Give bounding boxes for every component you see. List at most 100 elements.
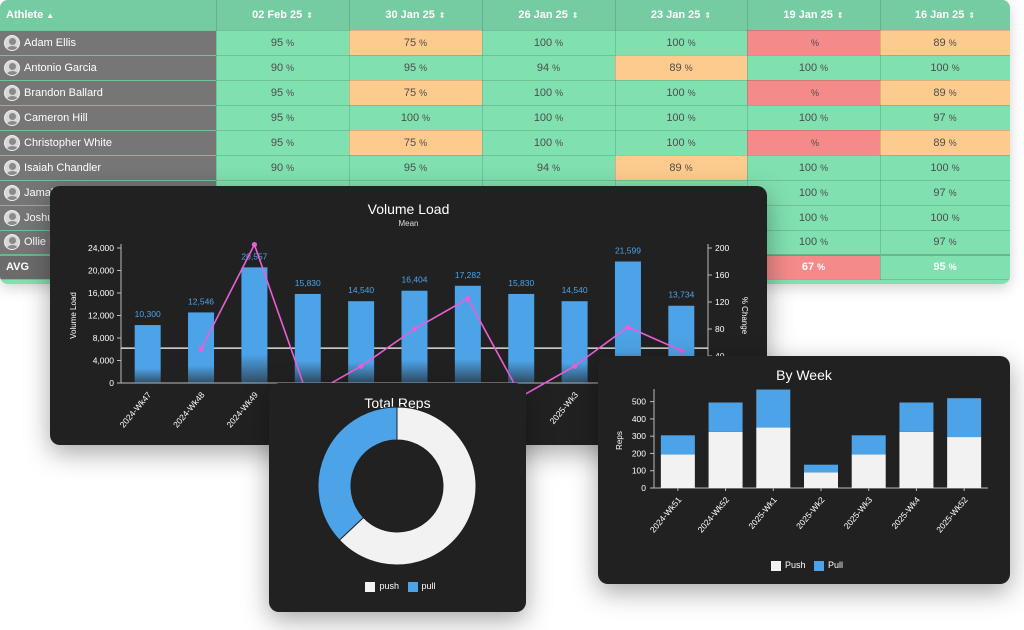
attendance-cell[interactable]: 100% xyxy=(747,105,881,131)
attendance-cell[interactable]: 75% xyxy=(349,130,483,156)
attendance-cell[interactable]: 89% xyxy=(880,30,1010,56)
date-column-header[interactable]: 30 Jan 25 ⇕ xyxy=(349,0,483,31)
athlete-name-cell[interactable]: Brandon Ballard xyxy=(0,80,217,106)
attendance-cell[interactable]: % xyxy=(747,30,881,56)
pull-bar-segment[interactable] xyxy=(947,398,982,438)
attendance-cell[interactable]: 95% xyxy=(349,155,483,181)
attendance-cell[interactable]: 67% xyxy=(747,254,881,280)
pull-bar-segment[interactable] xyxy=(756,389,791,428)
volume-bar[interactable] xyxy=(134,325,161,383)
attendance-cell[interactable]: 97% xyxy=(880,230,1010,256)
date-column-header[interactable]: 19 Jan 25 ⇕ xyxy=(747,0,881,31)
volume-bar[interactable] xyxy=(241,267,268,383)
attendance-cell[interactable]: 95% xyxy=(216,30,350,56)
athlete-row[interactable]: Isaiah Chandler 90% 95% 94% 89% 100% 100% xyxy=(0,155,1010,181)
attendance-cell[interactable]: 100% xyxy=(880,205,1010,231)
push-bar-segment[interactable] xyxy=(804,472,838,488)
athlete-column-header[interactable]: Athlete ▲ xyxy=(0,0,217,31)
attendance-cell[interactable]: 97% xyxy=(880,180,1010,206)
push-bar-segment[interactable] xyxy=(947,437,982,488)
push-bar-segment[interactable] xyxy=(708,431,743,488)
attendance-cell[interactable]: 100% xyxy=(615,130,748,156)
percent-change-point[interactable] xyxy=(358,363,364,369)
attendance-cell[interactable]: 94% xyxy=(482,155,616,181)
athlete-name-cell[interactable]: Cameron Hill xyxy=(0,105,217,131)
donut-slice-push[interactable] xyxy=(338,406,477,566)
attendance-cell[interactable]: 94% xyxy=(482,55,616,81)
attendance-cell[interactable]: 100% xyxy=(880,155,1010,181)
percent-change-point[interactable] xyxy=(571,363,578,369)
attendance-cell[interactable]: 89% xyxy=(615,155,748,181)
x-tick-label: 2025-Wk52 xyxy=(934,495,970,535)
athlete-row[interactable]: Christopher White 95% 75% 100% 100%% 89% xyxy=(0,130,1010,156)
push-bar-segment[interactable] xyxy=(756,427,791,488)
attendance-cell[interactable]: 75% xyxy=(349,80,483,106)
attendance-cell[interactable]: % xyxy=(747,80,881,106)
attendance-cell[interactable]: 90% xyxy=(216,155,350,181)
percent-change-point[interactable] xyxy=(198,346,204,352)
volume-bar[interactable] xyxy=(454,285,481,383)
pull-bar-segment[interactable] xyxy=(899,402,934,432)
volume-bar[interactable] xyxy=(508,293,535,383)
push-bar-segment[interactable] xyxy=(851,454,886,488)
attendance-cell[interactable]: 100% xyxy=(747,55,881,81)
attendance-cell[interactable]: 100% xyxy=(747,155,881,181)
percent-change-point[interactable] xyxy=(251,242,258,248)
pull-bar-segment[interactable] xyxy=(708,402,743,432)
attendance-cell[interactable]: % xyxy=(747,130,881,156)
percent-change-point[interactable] xyxy=(625,324,631,330)
athlete-row[interactable]: Cameron Hill 95% 100% 100% 100% 100% 97% xyxy=(0,105,1010,131)
attendance-cell[interactable]: 89% xyxy=(615,55,748,81)
attendance-cell[interactable]: 100% xyxy=(482,130,616,156)
percent-change-point[interactable] xyxy=(465,296,471,302)
sort-icon: ⇕ xyxy=(571,10,579,20)
attendance-cell[interactable]: 100% xyxy=(747,205,881,231)
attendance-cell[interactable]: 97% xyxy=(880,105,1010,131)
attendance-cell[interactable]: 89% xyxy=(880,80,1010,106)
volume-bar[interactable] xyxy=(348,301,375,383)
pull-bar-segment[interactable] xyxy=(851,435,886,455)
date-column-header[interactable]: 26 Jan 25 ⇕ xyxy=(482,0,616,31)
y-tick-label: 400 xyxy=(632,414,646,424)
attendance-cell[interactable]: 100% xyxy=(482,30,616,56)
percent-change-point[interactable] xyxy=(678,348,684,354)
attendance-cell[interactable]: 95% xyxy=(216,130,350,156)
percent-change-point[interactable] xyxy=(411,326,418,332)
donut-slice-pull[interactable] xyxy=(317,406,398,541)
attendance-cell[interactable]: 100% xyxy=(615,105,748,131)
date-column-header[interactable]: 23 Jan 25 ⇕ xyxy=(615,0,748,31)
attendance-cell[interactable]: 89% xyxy=(880,130,1010,156)
attendance-cell[interactable]: 100% xyxy=(482,105,616,131)
attendance-cell[interactable]: 100% xyxy=(349,105,483,131)
push-bar-segment[interactable] xyxy=(899,431,934,488)
date-column-header[interactable]: 16 Jan 25 ⇕ xyxy=(880,0,1010,31)
attendance-cell[interactable]: 90% xyxy=(216,55,350,81)
attendance-cell[interactable]: 95% xyxy=(216,80,350,106)
attendance-cell[interactable]: 100% xyxy=(615,80,748,106)
athlete-name-cell[interactable]: Antonio Garcia xyxy=(0,55,217,81)
attendance-cell[interactable]: 100% xyxy=(615,30,748,56)
athlete-row[interactable]: Adam Ellis 95% 75% 100% 100%% 89% xyxy=(0,30,1010,56)
date-column-header[interactable]: 02 Feb 25 ⇕ xyxy=(216,0,350,31)
bar-value-label: 13,734 xyxy=(668,290,694,300)
athlete-row[interactable]: Brandon Ballard 95% 75% 100% 100%% 89% xyxy=(0,80,1010,106)
athlete-name-cell[interactable]: Adam Ellis xyxy=(0,30,217,56)
athlete-name-cell[interactable]: Christopher White xyxy=(0,130,217,156)
push-bar-segment[interactable] xyxy=(660,454,695,488)
volume-bar[interactable] xyxy=(294,293,321,383)
athlete-row[interactable]: Antonio Garcia 90% 95% 94% 89% 100% 100% xyxy=(0,55,1010,81)
attendance-cell[interactable]: 100% xyxy=(747,180,881,206)
attendance-cell[interactable]: 95% xyxy=(880,254,1010,280)
attendance-cell[interactable]: 100% xyxy=(880,55,1010,81)
attendance-cell[interactable]: 75% xyxy=(349,30,483,56)
by-week-title: By Week xyxy=(776,367,832,383)
percent-symbol: % xyxy=(419,37,428,48)
attendance-cell[interactable]: 95% xyxy=(216,105,350,131)
pull-bar-segment[interactable] xyxy=(660,435,695,455)
attendance-cell[interactable]: 100% xyxy=(482,80,616,106)
attendance-cell[interactable]: 95% xyxy=(349,55,483,81)
volume-bar[interactable] xyxy=(401,290,428,383)
athlete-name-cell[interactable]: Isaiah Chandler xyxy=(0,155,217,181)
pull-bar-segment[interactable] xyxy=(804,464,838,473)
volume-bar[interactable] xyxy=(561,301,588,383)
